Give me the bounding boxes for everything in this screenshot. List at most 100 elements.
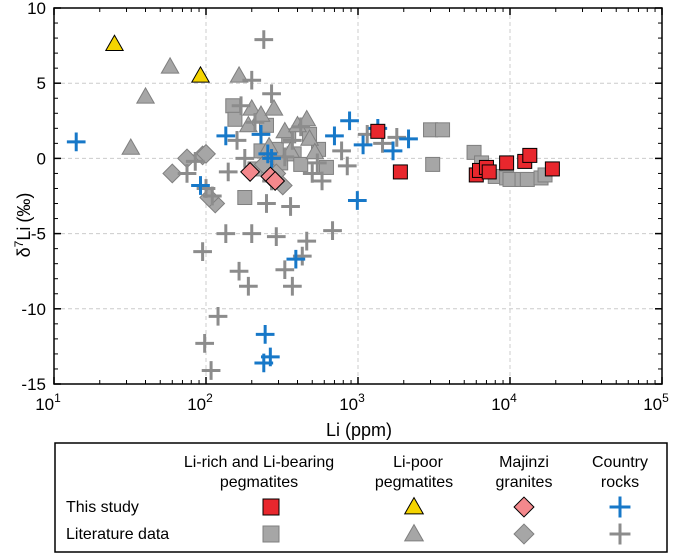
data-point [370, 123, 386, 139]
data-point [104, 34, 125, 52]
data-point [66, 132, 86, 152]
data-point [235, 149, 255, 168]
data-point [254, 30, 274, 49]
legend-marker-this-study-cross [609, 496, 631, 518]
data-point [522, 147, 538, 163]
data-point [283, 131, 302, 150]
series-square-this-study [370, 123, 560, 183]
data-point [202, 186, 222, 206]
data-point [293, 156, 309, 172]
x-tick-label: 101 [35, 391, 61, 414]
y-tick-label: 5 [37, 74, 46, 93]
data-point [177, 164, 197, 183]
legend-marker-literature-triangle [403, 523, 425, 542]
grid-lines [54, 8, 662, 384]
legend-marker-literature-square [262, 525, 280, 543]
data-point [305, 142, 325, 160]
data-point [392, 164, 408, 180]
data-point [323, 221, 342, 240]
data-point [240, 161, 261, 182]
data-point [242, 224, 262, 243]
x-tick-label-base: 10 [491, 395, 510, 414]
data-point [340, 111, 359, 131]
data-point [258, 144, 278, 164]
data-point [312, 171, 332, 191]
data-point [162, 163, 183, 184]
data-point [227, 131, 247, 150]
data-point [257, 194, 276, 213]
x-tick-label-exponent: 3 [358, 391, 365, 405]
data-point [265, 170, 286, 191]
data-point [291, 117, 311, 137]
y-axis-title-delta: δ [14, 247, 34, 257]
x-tick-label: 105 [643, 391, 669, 414]
legend-markers [262, 496, 631, 545]
x-tick-label: 102 [187, 391, 213, 414]
y-tick-label: -15 [21, 375, 46, 394]
legend-header-li-poor-line2: pegmatites [375, 474, 453, 491]
data-point [121, 138, 141, 155]
legend-marker-literature-cross [609, 523, 631, 545]
data-point [337, 156, 357, 176]
data-point [251, 124, 271, 144]
data-point [353, 135, 373, 155]
legend-row-literature: Literature data [66, 526, 169, 543]
legend-header-country-line2: rocks [601, 474, 639, 491]
legend: Li-rich and Li-bearing pegmatites Li-poo… [54, 442, 668, 553]
legend-marker-literature-diamond [513, 523, 535, 545]
legend-marker-this-study-diamond [513, 496, 535, 518]
data-point [216, 126, 236, 146]
data-point [262, 149, 281, 168]
data-point [229, 65, 249, 83]
legend-header-li-poor-line1: Li-poor [393, 454, 443, 471]
y-tick-label: -5 [31, 225, 46, 244]
data-point [347, 191, 367, 210]
data-point [193, 242, 212, 261]
x-tick-label: 104 [491, 391, 517, 414]
y-axis-title-superscript: 7 [12, 240, 26, 247]
series-triangle-this-study [104, 34, 211, 83]
data-point [195, 334, 215, 353]
x-axis-title: Li (ppm) [326, 420, 392, 440]
x-tick-label-base: 10 [187, 395, 206, 414]
series-cross-this-study [66, 111, 418, 373]
data-point [231, 96, 251, 116]
x-tick-label-exponent: 2 [206, 391, 213, 405]
data-point [499, 155, 515, 171]
data-point [242, 98, 262, 116]
data-point [229, 261, 249, 281]
x-tick-label-base: 10 [643, 395, 662, 414]
data-point [185, 152, 205, 171]
data-point [237, 190, 253, 206]
y-tick-label: 0 [37, 149, 46, 168]
data-point [332, 141, 351, 161]
legend-header-majinzi-line2: granites [496, 474, 553, 491]
data-point [245, 112, 265, 132]
legend-row-this-study: This study [66, 499, 139, 516]
x-tick-label-exponent: 1 [54, 391, 61, 405]
data-point [218, 162, 238, 182]
series-diamond-this-study [240, 161, 286, 191]
x-tick-label-base: 10 [35, 395, 54, 414]
data-point [135, 86, 156, 104]
data-point [425, 156, 441, 172]
y-tick-label: -10 [21, 300, 46, 319]
x-tick-label-base: 10 [339, 395, 358, 414]
data-point [191, 176, 210, 195]
data-point [255, 325, 275, 344]
data-point [201, 361, 221, 380]
data-point [383, 141, 403, 161]
data-point [307, 153, 327, 173]
data-point [242, 70, 262, 90]
y-axis-title-element: Li [14, 227, 34, 241]
data-point [260, 347, 280, 367]
legend-marker-this-study-square [262, 498, 280, 516]
legend-header-majinzi-line1: Majinzi [499, 454, 549, 471]
legend-header-li-rich-line1: Li-rich and Li-bearing [184, 454, 334, 471]
data-point [190, 65, 211, 83]
y-axis-title: δ7Li (‰) [12, 193, 34, 258]
data-point [281, 197, 300, 216]
data-point [275, 260, 295, 280]
data-point [195, 143, 217, 164]
